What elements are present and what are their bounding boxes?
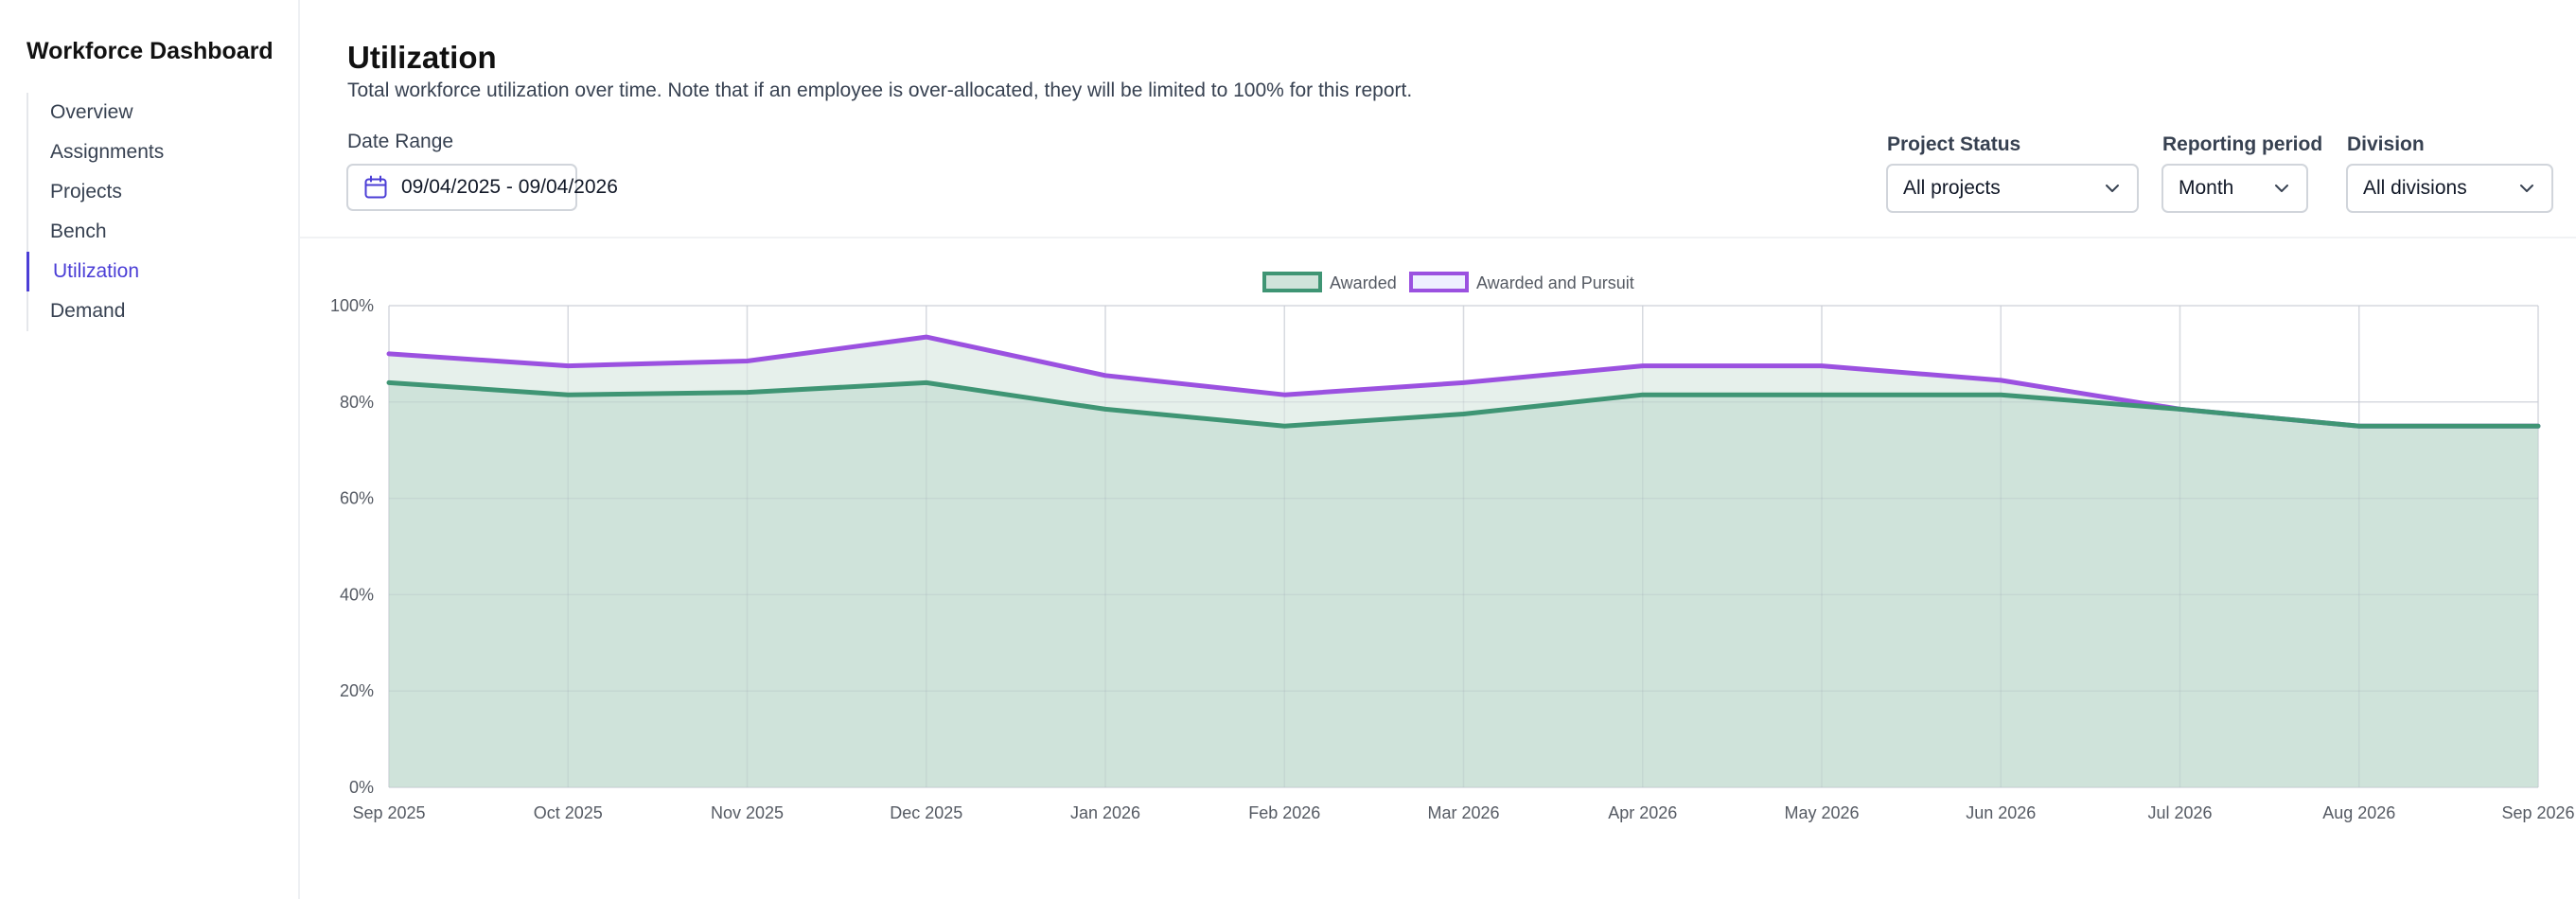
data-point	[387, 352, 391, 356]
x-tick-label: Oct 2025	[534, 803, 603, 822]
sidebar-item-demand[interactable]: Demand	[50, 300, 126, 322]
data-point	[1103, 407, 1107, 411]
header-divider	[300, 237, 2576, 238]
data-point	[1641, 364, 1645, 368]
data-point	[1999, 379, 2003, 382]
reporting-period-select[interactable]: Month	[2161, 164, 2308, 213]
series-area-awarded	[389, 382, 2538, 787]
data-point	[2179, 407, 2182, 411]
x-tick-label: Apr 2026	[1608, 803, 1677, 822]
sidebar-item-utilization[interactable]: Utilization	[26, 252, 284, 291]
data-point	[1103, 374, 1107, 378]
project-status-label: Project Status	[1887, 133, 2021, 155]
x-tick-label: May 2026	[1784, 803, 1859, 822]
data-point	[746, 360, 750, 363]
chevron-down-icon	[2106, 185, 2119, 192]
x-tick-label: Jul 2026	[2147, 803, 2212, 822]
reporting-period-value: Month	[2179, 177, 2234, 199]
division-select[interactable]: All divisions	[2346, 164, 2553, 213]
data-point	[746, 391, 750, 395]
sidebar-item-assignments[interactable]: Assignments	[50, 141, 165, 163]
x-tick-label: Sep 2026	[2501, 803, 2574, 822]
page-description: Total workforce utilization over time. N…	[347, 79, 1413, 101]
reporting-period-label: Reporting period	[2162, 133, 2323, 155]
x-tick-label: Jun 2026	[1966, 803, 2036, 822]
project-status-select[interactable]: All projects	[1886, 164, 2139, 213]
calendar-icon	[364, 175, 387, 199]
date-range-label: Date Range	[347, 131, 454, 152]
x-tick-label: Mar 2026	[1427, 803, 1499, 822]
x-tick-label: Nov 2025	[711, 803, 784, 822]
data-point	[1462, 380, 1466, 384]
x-axis-ticks: Sep 2025 Oct 2025 Nov 2025 Dec 2025 Jan 2026…	[352, 803, 2574, 822]
legend-label-awarded: Awarded	[1330, 273, 1397, 292]
project-status-value: All projects	[1903, 177, 2001, 199]
data-point	[925, 335, 928, 339]
sidebar-item-overview[interactable]: Overview	[50, 101, 133, 123]
y-tick-label: 60%	[340, 489, 374, 508]
date-range-picker[interactable]: 09/04/2025 - 09/04/2026	[346, 164, 618, 211]
data-point	[2357, 424, 2361, 428]
y-tick-label: 80%	[340, 393, 374, 412]
sidebar-item-projects[interactable]: Projects	[50, 181, 122, 203]
x-tick-label: Feb 2026	[1248, 803, 1320, 822]
division-value: All divisions	[2363, 177, 2467, 199]
x-tick-label: Aug 2026	[2322, 803, 2395, 822]
page-title: Utilization	[347, 40, 497, 75]
main-content: Utilization Total workforce utilization …	[300, 0, 2576, 899]
legend-swatch-awarded-and-pursuit	[1409, 272, 1469, 292]
data-point	[566, 393, 570, 397]
data-point	[1999, 393, 2003, 397]
sidebar-nav: Overview Assignments Projects Bench Util…	[26, 93, 284, 331]
chart-legend: Awarded Awarded and Pursuit	[1262, 272, 1634, 292]
chevron-down-icon	[2275, 185, 2288, 192]
series-line-awarded	[386, 379, 2541, 429]
sidebar: Workforce Dashboard Overview Assignments…	[0, 0, 300, 899]
y-tick-label: 100%	[330, 296, 374, 315]
y-tick-label: 0%	[349, 778, 374, 797]
chevron-down-icon	[2520, 185, 2533, 192]
division-label: Division	[2347, 133, 2425, 155]
data-point	[1282, 393, 1286, 397]
legend-swatch-awarded	[1262, 272, 1322, 292]
x-tick-label: Sep 2025	[352, 803, 425, 822]
legend-label-awarded-and-pursuit: Awarded and Pursuit	[1476, 273, 1634, 292]
data-point	[387, 380, 391, 384]
date-range-value: 09/04/2025 - 09/04/2026	[401, 176, 618, 198]
sidebar-item-bench[interactable]: Bench	[50, 220, 107, 242]
data-point	[1282, 424, 1286, 428]
chart-grid-overlay	[388, 305, 2539, 788]
data-point	[1462, 413, 1466, 416]
app-title: Workforce Dashboard	[26, 38, 273, 64]
y-tick-label: 40%	[340, 585, 374, 604]
data-point	[925, 380, 928, 384]
data-point	[1641, 393, 1645, 397]
x-tick-label: Dec 2025	[890, 803, 962, 822]
data-point	[1820, 393, 1824, 397]
y-axis-ticks: 0% 20% 40% 60% 80% 100%	[330, 296, 374, 797]
x-tick-label: Jan 2026	[1070, 803, 1140, 822]
y-tick-label: 20%	[340, 681, 374, 700]
data-point	[2536, 424, 2540, 428]
data-point	[1820, 364, 1824, 368]
data-point	[566, 364, 570, 368]
